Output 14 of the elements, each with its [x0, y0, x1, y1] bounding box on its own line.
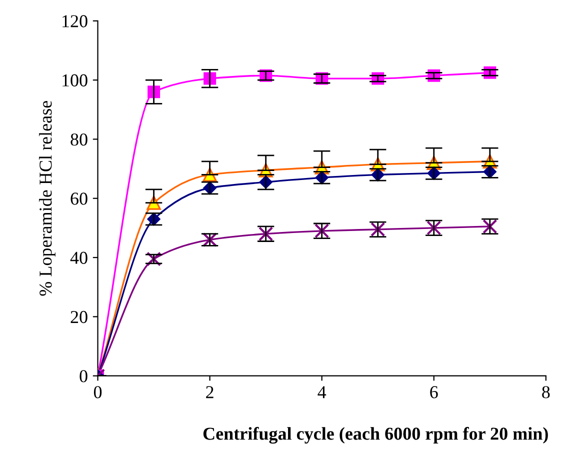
y-tick-label: 60: [70, 192, 88, 205]
x-tick-label: 2: [206, 386, 214, 398]
y-tick-label: 120: [62, 15, 88, 28]
y-axis-title: % Loperamide HCl release: [39, 100, 56, 296]
y-tick-label: 40: [70, 252, 88, 264]
x-tick-label: 0: [94, 386, 102, 398]
y-tick-label: 80: [70, 133, 88, 146]
y-tick-label: 0: [80, 370, 88, 382]
y-tick-label: 100: [62, 74, 88, 86]
x-tick-label: 6: [430, 386, 438, 398]
y-tick-label: 20: [70, 310, 88, 324]
x-axis-title: Centrifugal cycle (each 6000 rpm for 20 min): [203, 426, 548, 444]
x-tick-label: 4: [318, 386, 326, 398]
x-tick-label: 8: [542, 386, 550, 398]
